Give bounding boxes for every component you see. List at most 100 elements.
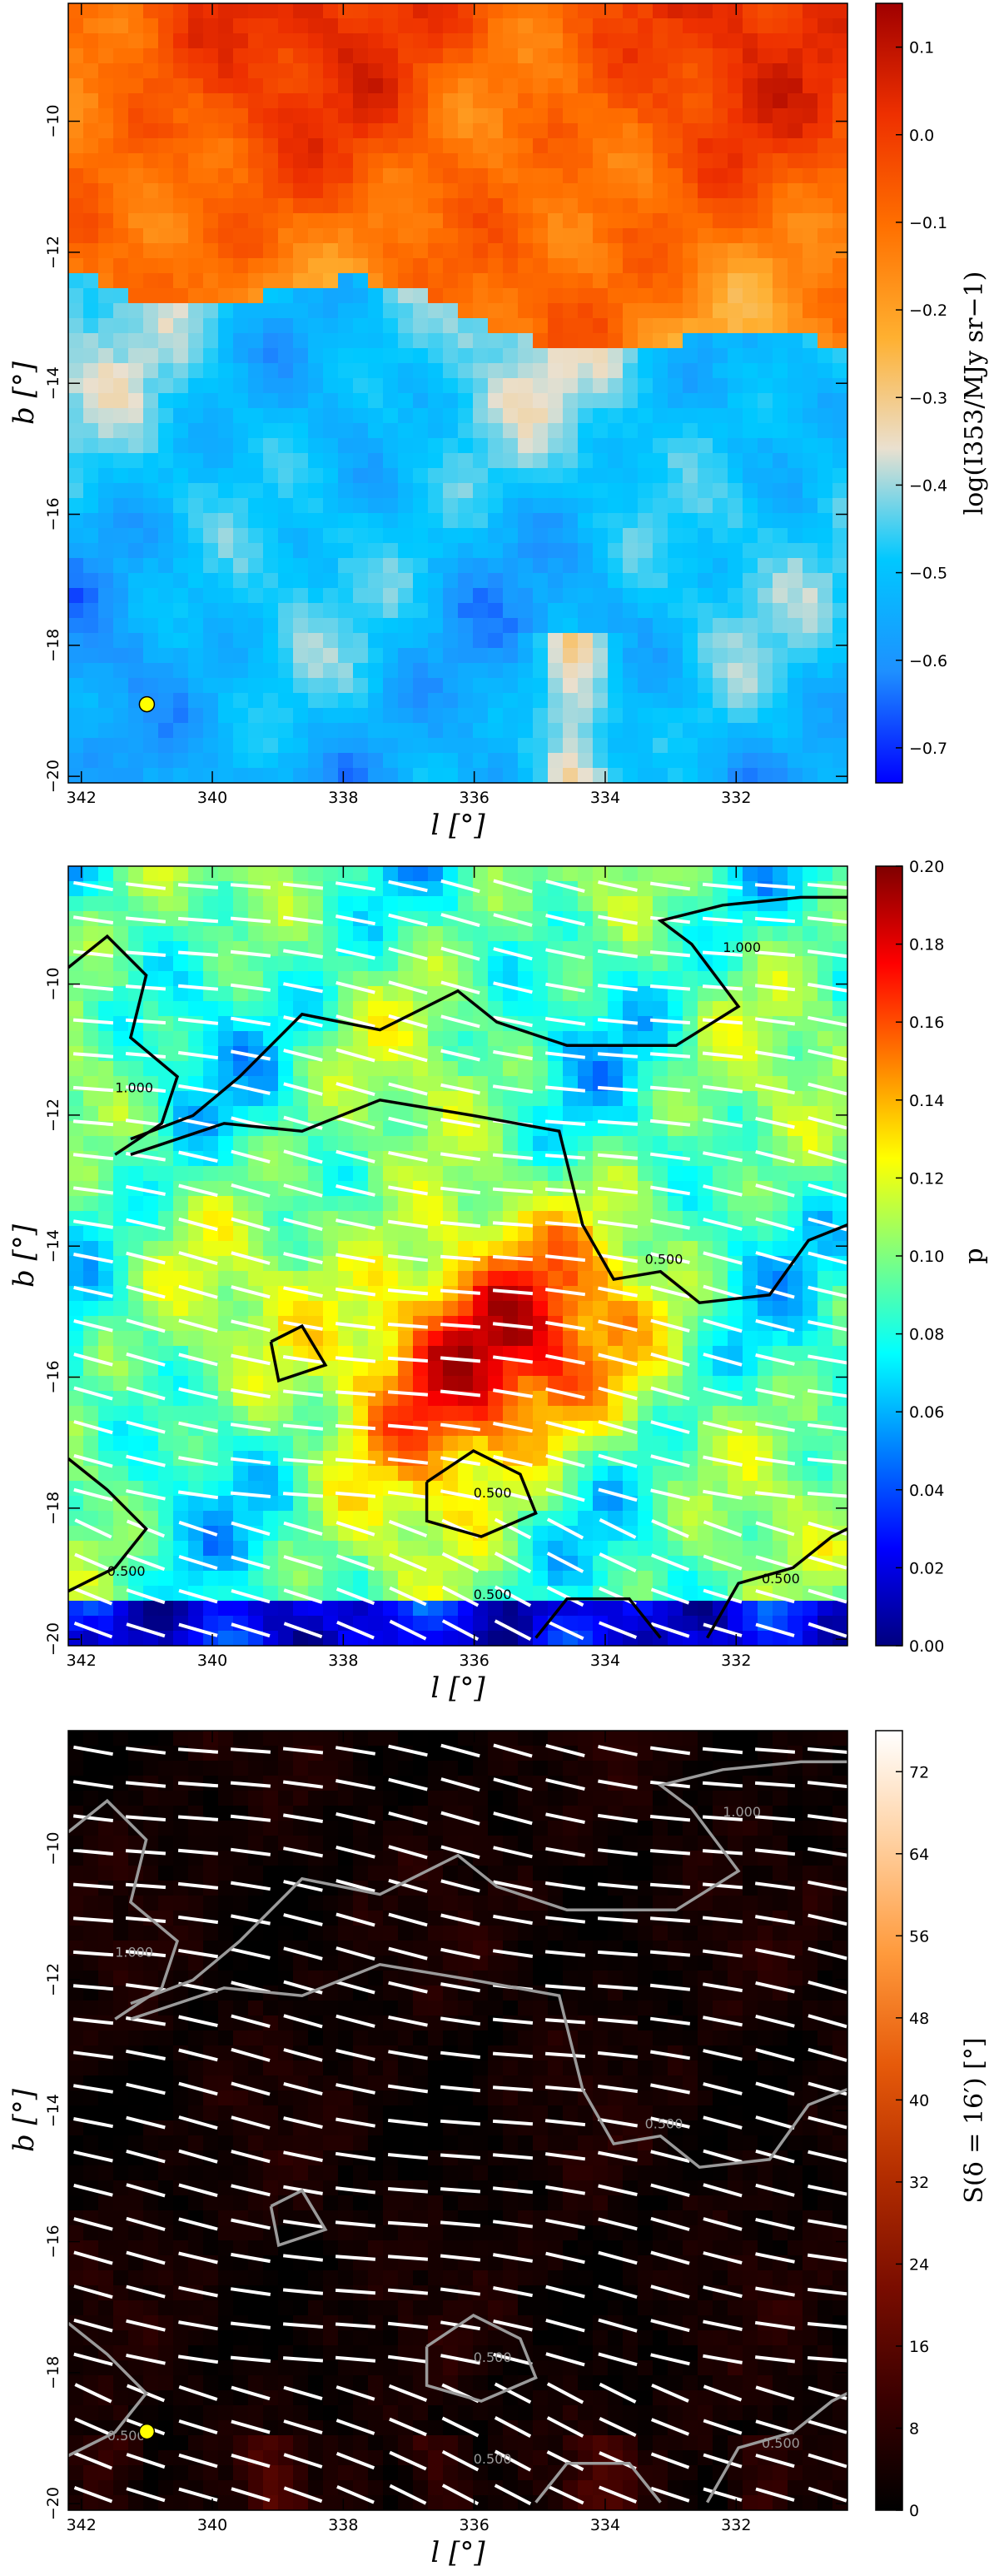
heatmap-cell: [293, 881, 309, 897]
heatmap-cell: [263, 1556, 279, 1572]
heatmap-cell: [683, 941, 698, 957]
heatmap-cell: [248, 648, 264, 664]
heatmap-cell: [323, 1166, 339, 1182]
heatmap-cell: [428, 1556, 444, 1572]
heatmap-cell: [338, 1091, 354, 1107]
heatmap-cell: [383, 1256, 399, 1272]
heatmap-cell: [818, 453, 833, 469]
heatmap-cell: [428, 1226, 444, 1242]
heatmap-cell: [323, 1241, 339, 1257]
heatmap-cell: [368, 708, 384, 724]
heatmap-cell: [323, 303, 339, 319]
heatmap-cell: [758, 153, 773, 169]
heatmap-cell: [608, 243, 624, 259]
heatmap-cell: [608, 1106, 624, 1122]
heatmap-cell: [473, 588, 489, 604]
heatmap-cell: [248, 1271, 264, 1287]
heatmap-cell: [293, 588, 309, 604]
heatmap-cell: [383, 93, 399, 109]
heatmap-cell: [773, 273, 788, 289]
heatmap-cell: [443, 63, 459, 79]
heatmap-cell: [488, 1436, 504, 1452]
heatmap-cell: [623, 971, 639, 987]
heatmap-cell: [803, 393, 818, 409]
heatmap-cell: [83, 153, 99, 169]
heatmap-cell: [218, 498, 234, 514]
heatmap-cell: [473, 378, 489, 394]
heatmap-cell: [113, 1181, 129, 1197]
heatmap-cell: [158, 881, 174, 897]
heatmap-cell: [203, 273, 219, 289]
heatmap-cell: [683, 926, 698, 942]
heatmap-cell: [128, 1436, 144, 1452]
heatmap-cell: [98, 438, 114, 454]
heatmap-cell: [623, 1511, 639, 1527]
heatmap-cell: [188, 258, 204, 274]
heatmap-cell: [353, 33, 369, 49]
heatmap-cell: [503, 1226, 519, 1242]
heatmap-cell: [473, 1391, 489, 1407]
heatmap-cell: [533, 956, 549, 972]
heatmap-cell: [293, 986, 309, 1002]
heatmap-cell: [233, 318, 249, 334]
heatmap-cell: [443, 288, 459, 304]
heatmap-cell: [113, 693, 129, 709]
heatmap-cell: [488, 1166, 504, 1182]
heatmap-cell: [488, 588, 504, 604]
heatmap-cell: [143, 1571, 159, 1587]
heatmap-cell: [623, 1241, 639, 1257]
heatmap-cell: [518, 438, 534, 454]
heatmap-cell: [428, 78, 444, 94]
heatmap-cell: [68, 243, 84, 259]
heatmap-cell: [128, 648, 144, 664]
heatmap-cell: [68, 768, 84, 783]
heatmap-cell: [398, 1061, 414, 1077]
heatmap-cell: [788, 198, 803, 214]
heatmap-cell: [158, 468, 174, 484]
heatmap-cell: [173, 1331, 189, 1347]
heatmap-cell: [578, 753, 594, 769]
heatmap-cell: [98, 1166, 114, 1182]
heatmap-cell: [578, 468, 594, 484]
heatmap-cell: [578, 1271, 594, 1287]
heatmap-cell: [668, 693, 683, 709]
heatmap-cell: [323, 498, 339, 514]
heatmap-cell: [263, 1601, 279, 1617]
heatmap-cell: [83, 1631, 99, 1646]
heatmap-cell: [773, 723, 788, 739]
heatmap-cell: [713, 483, 728, 499]
heatmap-cell: [683, 78, 698, 94]
heatmap-cell: [98, 138, 114, 154]
heatmap-cell: [832, 123, 847, 139]
x-tick-label: 342: [67, 789, 97, 807]
heatmap-cell: [338, 1031, 354, 1047]
heatmap-cell: [248, 588, 264, 604]
heatmap-cell: [668, 228, 683, 244]
heatmap-cell: [263, 453, 279, 469]
heatmap-cell: [323, 1496, 339, 1512]
heatmap-cell: [158, 866, 174, 882]
heatmap-cell: [458, 1181, 474, 1197]
heatmap-cell: [173, 1436, 189, 1452]
heatmap-cell: [218, 1451, 234, 1467]
heatmap-cell: [278, 618, 294, 634]
heatmap-cell: [338, 1061, 354, 1077]
heatmap-cell: [593, 198, 609, 214]
heatmap-cell: [578, 333, 594, 349]
heatmap-cell: [278, 1526, 294, 1542]
heatmap-cell: [308, 971, 324, 987]
heatmap-cell: [293, 1031, 309, 1047]
heatmap-cell: [98, 543, 114, 559]
heatmap-cell: [638, 423, 654, 439]
heatmap-cell: [113, 183, 129, 199]
heatmap-cell: [518, 303, 534, 319]
heatmap-cell: [308, 483, 324, 499]
heatmap-cell: [413, 1076, 429, 1092]
heatmap-cell: [383, 528, 399, 544]
heatmap-cell: [428, 1091, 444, 1107]
heatmap-cell: [68, 693, 84, 709]
heatmap-cell: [263, 183, 279, 199]
heatmap-cell: [428, 911, 444, 927]
heatmap-cell: [728, 648, 743, 664]
heatmap-cell: [143, 123, 159, 139]
